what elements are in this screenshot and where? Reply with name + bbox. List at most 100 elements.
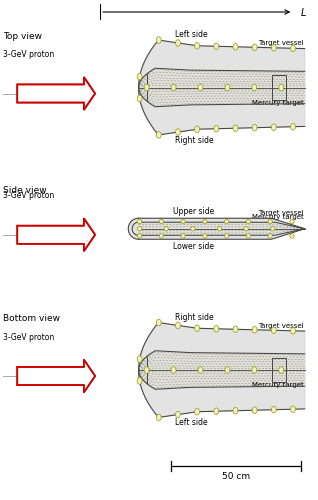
Circle shape xyxy=(271,406,276,413)
Circle shape xyxy=(244,226,248,231)
Circle shape xyxy=(225,220,229,224)
Text: 3-GeV proton: 3-GeV proton xyxy=(3,332,54,342)
Circle shape xyxy=(195,42,200,49)
Circle shape xyxy=(290,220,294,224)
Circle shape xyxy=(271,226,275,231)
Circle shape xyxy=(164,226,168,231)
Polygon shape xyxy=(139,322,305,418)
Text: Bottom view: Bottom view xyxy=(3,314,60,323)
Circle shape xyxy=(203,234,207,238)
Text: Upper side: Upper side xyxy=(173,206,214,216)
Circle shape xyxy=(195,408,200,415)
Circle shape xyxy=(233,408,238,414)
Circle shape xyxy=(290,234,294,238)
Circle shape xyxy=(137,220,142,224)
Text: Mercury target: Mercury target xyxy=(252,214,304,220)
Circle shape xyxy=(137,226,142,231)
Text: Right side: Right side xyxy=(175,313,213,322)
Text: Target vessel: Target vessel xyxy=(258,40,304,46)
Circle shape xyxy=(291,328,295,334)
Circle shape xyxy=(233,326,238,332)
Circle shape xyxy=(176,40,180,46)
Text: Right side: Right side xyxy=(175,136,213,144)
Circle shape xyxy=(137,95,142,102)
Text: Top view: Top view xyxy=(3,32,42,41)
Polygon shape xyxy=(132,222,305,235)
Text: Target vessel: Target vessel xyxy=(258,322,304,328)
Bar xyxy=(272,76,286,100)
Circle shape xyxy=(246,220,251,224)
Circle shape xyxy=(156,320,161,326)
Circle shape xyxy=(252,124,257,131)
Text: 3-GeV proton: 3-GeV proton xyxy=(3,50,54,59)
Circle shape xyxy=(225,234,229,238)
Circle shape xyxy=(233,125,238,132)
Circle shape xyxy=(225,84,230,91)
Text: Left side: Left side xyxy=(175,418,207,427)
Circle shape xyxy=(181,234,185,238)
Polygon shape xyxy=(17,77,95,110)
Circle shape xyxy=(279,84,284,91)
Circle shape xyxy=(144,366,149,374)
Circle shape xyxy=(271,44,276,51)
Circle shape xyxy=(181,220,185,224)
Circle shape xyxy=(159,234,163,238)
Circle shape xyxy=(191,226,195,231)
Circle shape xyxy=(233,44,238,50)
Circle shape xyxy=(214,408,219,414)
Circle shape xyxy=(252,84,257,91)
Circle shape xyxy=(252,326,257,333)
Circle shape xyxy=(252,366,257,374)
Circle shape xyxy=(156,132,161,138)
Text: Left side: Left side xyxy=(175,30,207,40)
Circle shape xyxy=(246,234,251,238)
Polygon shape xyxy=(139,68,305,106)
Circle shape xyxy=(271,124,276,130)
Circle shape xyxy=(137,378,142,384)
Circle shape xyxy=(291,406,295,412)
Polygon shape xyxy=(139,351,305,389)
Circle shape xyxy=(176,411,180,418)
Circle shape xyxy=(252,407,257,414)
Text: Mercury target: Mercury target xyxy=(252,100,304,105)
Circle shape xyxy=(171,84,176,91)
Polygon shape xyxy=(17,218,95,252)
Circle shape xyxy=(271,327,276,334)
Text: Mercury target: Mercury target xyxy=(252,382,304,388)
Circle shape xyxy=(159,220,163,224)
Circle shape xyxy=(198,366,203,374)
Circle shape xyxy=(218,226,222,231)
Circle shape xyxy=(203,220,207,224)
Text: Lower side: Lower side xyxy=(173,242,214,251)
Circle shape xyxy=(144,84,149,91)
Circle shape xyxy=(291,124,295,130)
Circle shape xyxy=(291,45,295,52)
Circle shape xyxy=(268,220,272,224)
Circle shape xyxy=(214,126,219,132)
Circle shape xyxy=(156,414,161,420)
Polygon shape xyxy=(139,40,305,135)
Circle shape xyxy=(195,126,200,132)
Circle shape xyxy=(198,84,203,91)
Circle shape xyxy=(214,43,219,50)
Bar xyxy=(272,358,286,382)
Text: 3-GeV proton: 3-GeV proton xyxy=(3,192,54,200)
Polygon shape xyxy=(17,360,95,392)
Text: Side view: Side view xyxy=(3,186,47,195)
Circle shape xyxy=(225,366,230,374)
Circle shape xyxy=(268,234,272,238)
Circle shape xyxy=(195,325,200,332)
Circle shape xyxy=(137,356,142,362)
Circle shape xyxy=(279,366,284,374)
Circle shape xyxy=(156,37,161,44)
Text: Target vessel: Target vessel xyxy=(258,210,304,216)
Circle shape xyxy=(176,128,180,136)
Polygon shape xyxy=(128,218,305,240)
Circle shape xyxy=(252,44,257,51)
Circle shape xyxy=(171,366,176,374)
Text: 50 cm: 50 cm xyxy=(222,472,250,481)
Circle shape xyxy=(137,234,142,238)
Circle shape xyxy=(214,326,219,332)
Text: $L$: $L$ xyxy=(300,6,307,18)
Circle shape xyxy=(176,322,180,329)
